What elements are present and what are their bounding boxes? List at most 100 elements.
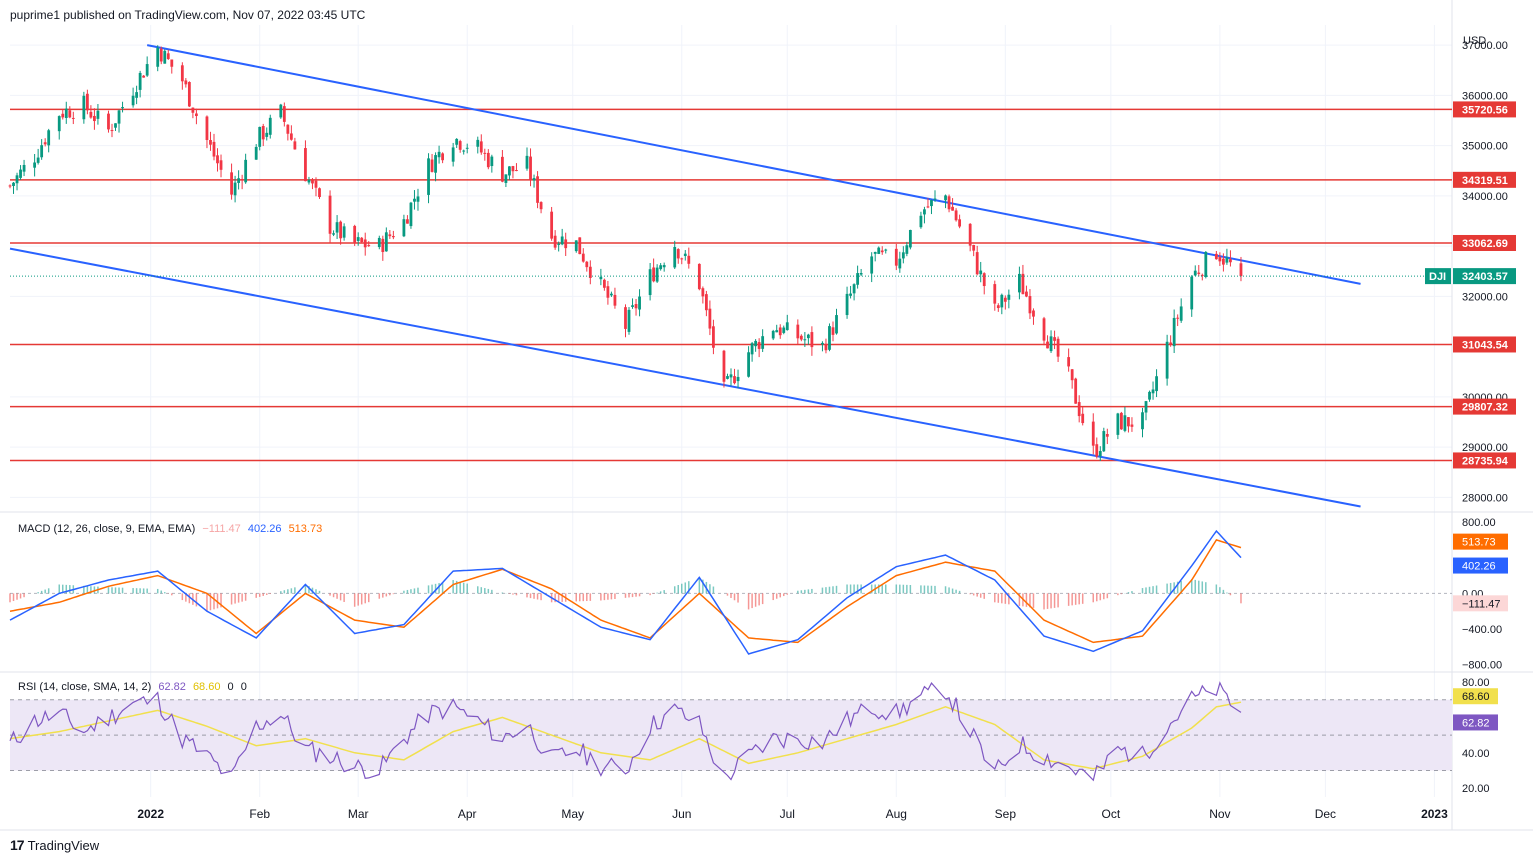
macd-value-tag-0 xyxy=(1453,533,1508,550)
candle-body xyxy=(427,158,430,195)
candle-body xyxy=(258,126,262,147)
candle-body xyxy=(1141,412,1144,430)
candle-body xyxy=(114,123,117,128)
candle-body xyxy=(486,152,490,168)
macd-value-tag-1 xyxy=(1453,557,1508,574)
macd-value-label-1: 402.26 xyxy=(1462,561,1496,573)
candle-body xyxy=(1028,296,1032,314)
candle-body xyxy=(318,188,321,198)
candle-body xyxy=(954,210,958,221)
candle-body xyxy=(1130,424,1134,427)
candle-body xyxy=(821,342,824,345)
candle-body xyxy=(339,221,343,239)
candle-body xyxy=(184,80,188,85)
candle-body xyxy=(1119,412,1123,430)
candle-body xyxy=(1067,357,1071,367)
candle-body xyxy=(462,150,466,152)
candle-body xyxy=(268,117,272,135)
time-tick-4: May xyxy=(561,807,584,821)
candle-body xyxy=(191,107,195,113)
candle-body xyxy=(771,330,775,339)
candle-body xyxy=(578,237,582,255)
level-tag-1 xyxy=(1453,171,1516,188)
level-label-2: 33062.69 xyxy=(1462,238,1508,250)
candle-body xyxy=(1053,337,1056,341)
candle-body xyxy=(799,335,803,340)
candle-body xyxy=(539,202,543,210)
candle-body xyxy=(655,267,659,282)
level-label-5: 28735.94 xyxy=(1462,455,1509,467)
candle-body xyxy=(391,236,395,238)
candle-body xyxy=(465,147,469,149)
macd-hist-value: −111.47 xyxy=(202,523,241,535)
candle-body xyxy=(782,327,786,333)
candle-body xyxy=(638,296,641,310)
time-tick-5: Jun xyxy=(672,807,691,821)
candle-body xyxy=(919,215,923,228)
rsi-extra-value-2: 0 xyxy=(240,681,247,693)
candle-body xyxy=(968,223,972,246)
candle-body xyxy=(71,117,75,119)
candle-body xyxy=(810,332,814,348)
candle-body xyxy=(384,232,388,252)
candle-body xyxy=(15,175,19,184)
candle-body xyxy=(1049,336,1053,352)
candle-body xyxy=(972,245,976,251)
candle-body xyxy=(1225,257,1229,263)
candle-body xyxy=(367,245,371,247)
candle-body xyxy=(1221,258,1225,265)
candle-body xyxy=(574,240,578,252)
candle-body xyxy=(1218,257,1222,262)
candle-body xyxy=(729,374,733,378)
candle-body xyxy=(775,330,779,333)
candle-body xyxy=(261,125,265,140)
candle-body xyxy=(652,267,656,282)
candle-body xyxy=(796,324,800,339)
level-tag-4 xyxy=(1453,398,1516,415)
candle-body xyxy=(413,198,416,202)
candle-body xyxy=(437,151,441,158)
level-label-0: 35720.56 xyxy=(1462,104,1508,116)
rsi-tick-0: 80.00 xyxy=(1462,677,1490,689)
candle-body xyxy=(901,252,905,259)
candle-body xyxy=(673,247,677,268)
price-tick-5: 32000.00 xyxy=(1462,291,1508,303)
candle-body xyxy=(1204,251,1208,277)
candle-body xyxy=(135,92,139,98)
candle-body xyxy=(293,141,297,150)
candle-body xyxy=(975,252,979,275)
time-tick-11: Dec xyxy=(1315,807,1336,821)
candle-body xyxy=(233,182,237,196)
candle-body xyxy=(704,294,708,311)
candle-body xyxy=(648,269,652,296)
candle-body xyxy=(1021,273,1025,295)
candle-body xyxy=(441,153,444,161)
candle-body xyxy=(845,293,849,316)
candle-body xyxy=(1214,253,1218,260)
tradingview-footer[interactable]: 17 TradingView xyxy=(10,837,99,853)
price-axis: 37000.0036000.0035000.0034000.0033000.00… xyxy=(1425,35,1516,795)
candle-body xyxy=(216,155,219,164)
candle-body xyxy=(835,315,838,334)
candle-body xyxy=(479,141,483,153)
candle-body xyxy=(560,236,564,245)
level-label-3: 31043.54 xyxy=(1462,339,1509,351)
rsi-legend[interactable]: RSI (14, close, SMA, 14, 2) 62.82 68.60 … xyxy=(18,681,251,693)
candle-body xyxy=(515,170,518,172)
macd-signal-line xyxy=(9,539,1242,644)
macd-legend[interactable]: MACD (12, 26, close, 9, EMA, EMA) −111.4… xyxy=(18,523,326,535)
candle-body xyxy=(824,343,828,351)
time-tick-2: Mar xyxy=(348,807,369,821)
price-tick-0: 37000.00 xyxy=(1462,40,1508,52)
candle-body xyxy=(406,219,409,224)
candle-body xyxy=(581,253,585,262)
candle-body xyxy=(785,322,789,331)
candle-body xyxy=(1007,294,1011,300)
candle-body xyxy=(1074,378,1078,404)
candle-body xyxy=(117,110,121,124)
candle-body xyxy=(96,110,100,119)
candle-body xyxy=(156,47,160,67)
candle-body xyxy=(1018,273,1021,293)
candle-body xyxy=(121,107,124,109)
